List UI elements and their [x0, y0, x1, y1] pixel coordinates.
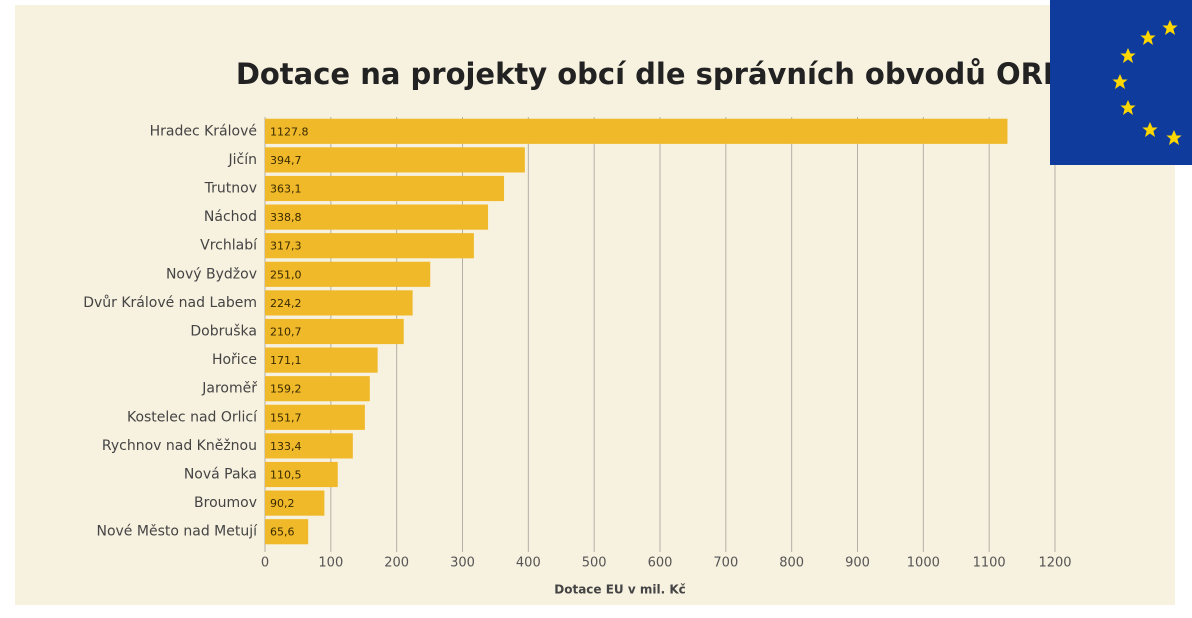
value-label: 210,7 — [270, 326, 302, 339]
bar — [265, 290, 413, 316]
bar — [265, 261, 431, 287]
x-tick-label: 100 — [318, 556, 343, 571]
y-tick-label: Broumov — [194, 495, 257, 511]
x-tick-label: 1100 — [973, 556, 1006, 571]
bar — [265, 318, 404, 345]
y-tick-label: Nový Bydžov — [166, 266, 257, 282]
y-tick-label: Hradec Králové — [150, 123, 257, 139]
x-tick-label: 500 — [582, 556, 607, 571]
y-tick-label: Dvůr Králové nad Labem — [83, 295, 257, 311]
y-tick-label: Vrchlabí — [200, 238, 258, 254]
bar — [265, 147, 525, 173]
value-label: 110,5 — [270, 469, 302, 482]
background — [15, 5, 1175, 605]
y-tick-label: Dobruška — [190, 324, 257, 340]
y-tick-label: Nové Město nad Metují — [96, 524, 258, 540]
value-label: 65,6 — [270, 526, 295, 539]
y-tick-label: Hořice — [212, 352, 257, 368]
x-tick-label: 400 — [516, 556, 541, 571]
y-tick-label: Jaroměř — [201, 381, 257, 397]
value-label: 159,2 — [270, 383, 302, 396]
bar — [265, 433, 353, 459]
x-tick-label: 300 — [450, 556, 475, 571]
value-label: 151,7 — [270, 411, 302, 424]
value-label: 90,2 — [270, 497, 295, 510]
eu-flag — [1050, 0, 1192, 165]
value-label: 363,1 — [270, 183, 302, 196]
x-tick-label: 700 — [713, 556, 738, 571]
y-tick-label: Kostelec nad Orlicí — [127, 409, 258, 425]
bar — [265, 519, 309, 545]
chart-title: Dotace na projekty obcí dle správních ob… — [236, 57, 1064, 91]
value-label: 171,1 — [270, 354, 302, 367]
y-tick-label: Trutnov — [204, 181, 257, 197]
bar — [265, 461, 338, 488]
bar — [265, 175, 505, 202]
value-label: 133,4 — [270, 440, 302, 453]
x-tick-label: 900 — [845, 556, 870, 571]
x-tick-label: 200 — [384, 556, 409, 571]
value-label: 317,3 — [270, 240, 302, 253]
bar — [265, 347, 378, 373]
x-tick-label: 1200 — [1038, 556, 1071, 571]
x-tick-label: 600 — [648, 556, 673, 571]
value-label: 224,2 — [270, 297, 302, 310]
y-tick-label: Nová Paka — [184, 467, 257, 483]
value-label: 338,8 — [270, 211, 302, 224]
bar — [265, 404, 365, 430]
value-label: 251,0 — [270, 268, 302, 281]
value-label: 1127.8 — [270, 125, 309, 138]
bar — [265, 490, 325, 516]
x-axis-label: Dotace EU v mil. Kč — [554, 583, 685, 597]
bar — [265, 233, 474, 259]
x-tick-label: 1000 — [907, 556, 940, 571]
bar — [265, 204, 489, 230]
y-tick-label: Jičín — [228, 152, 257, 168]
y-tick-label: Náchod — [204, 209, 257, 225]
x-tick-label: 800 — [779, 556, 804, 571]
bar — [265, 118, 1008, 144]
value-label: 394,7 — [270, 154, 302, 167]
y-tick-label: Rychnov nad Kněžnou — [102, 438, 257, 454]
x-tick-label: 0 — [261, 556, 269, 571]
bar — [265, 376, 370, 402]
